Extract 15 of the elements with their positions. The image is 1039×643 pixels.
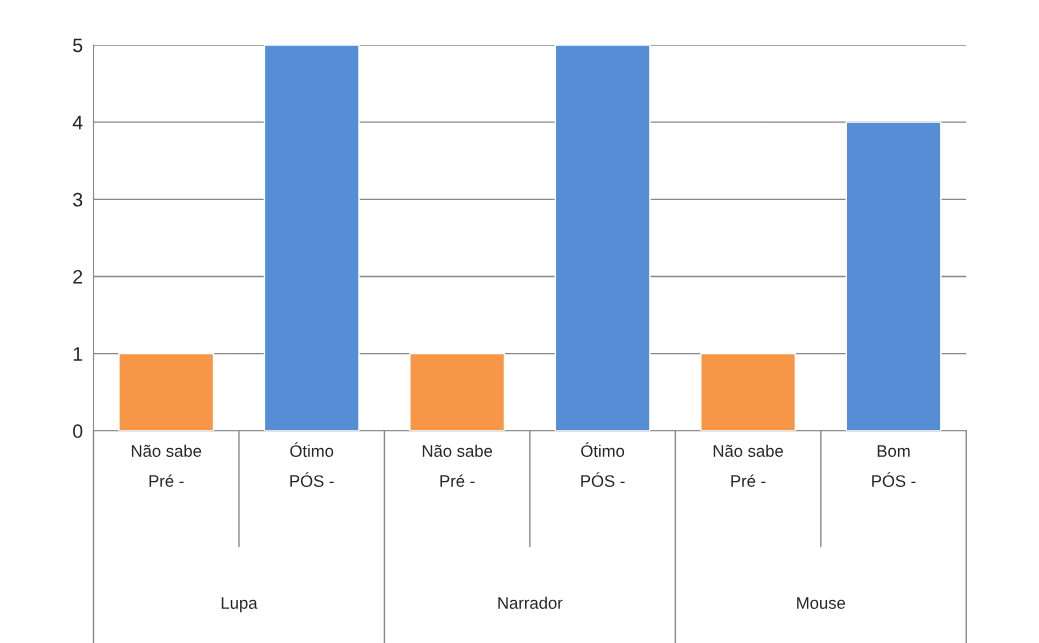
text: Narrador (498, 596, 563, 609)
y-tick-label: 5 (73, 38, 83, 53)
y-tick-label: 1 (73, 347, 83, 361)
x-tick-label: Bom PÓS - (872, 445, 916, 487)
x-tick-label: Ótimo PÓS - (290, 442, 334, 487)
text: Lupa (221, 597, 258, 613)
y-tick-label: 0 (73, 424, 83, 439)
x-tick-label: Ótimo PÓS - (581, 442, 625, 487)
x-tick-label: Não sabe Pré - (713, 444, 784, 487)
x-tick-label: Não sabe Pré - (131, 444, 202, 487)
text: Mouse (797, 597, 846, 609)
y-tick-label: 3 (73, 192, 83, 207)
x-tick-label: Não sabe Pré - (422, 444, 493, 487)
y-tick-label: 4 (72, 115, 83, 130)
y-tick-label: 2 (73, 269, 83, 284)
